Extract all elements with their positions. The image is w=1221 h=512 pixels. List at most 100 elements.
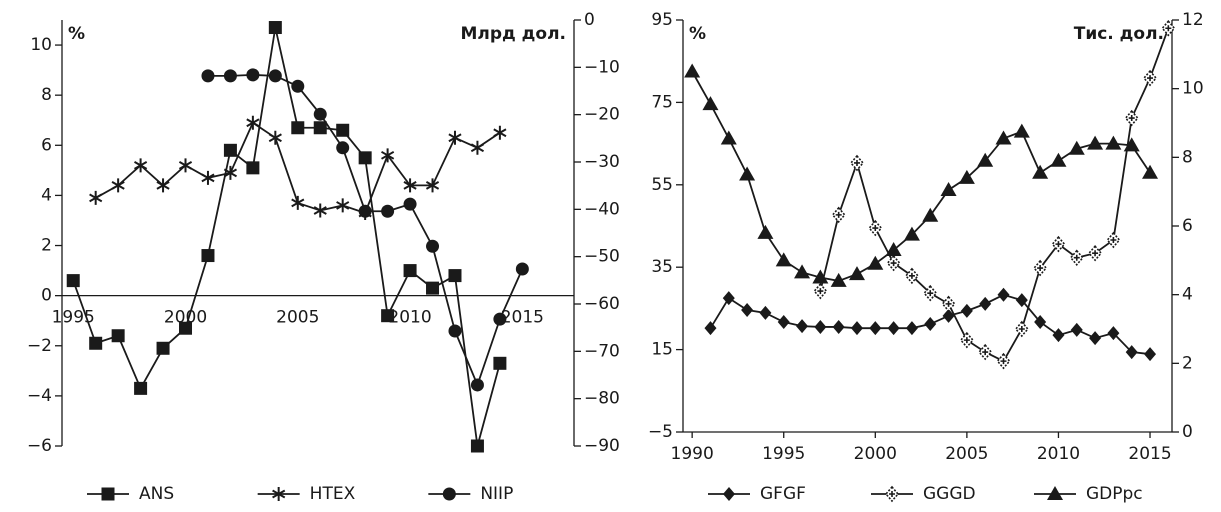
marker-shape	[905, 321, 918, 336]
marker-star	[272, 487, 286, 501]
x-tick-label: 2000	[164, 308, 207, 328]
legend-label: NIIP	[480, 484, 513, 504]
y-tick-label: 4	[41, 185, 52, 205]
marker-crossed-diamond	[978, 343, 993, 361]
marker-square	[134, 381, 148, 395]
marker-triangle	[1142, 164, 1159, 179]
marker-triangle	[812, 269, 829, 284]
marker-shape	[775, 252, 792, 267]
marker-triangle	[885, 242, 902, 257]
marker-shape	[291, 195, 305, 210]
y-tick-label: 2	[41, 236, 52, 256]
marker-square	[223, 143, 237, 157]
marker-shape	[1107, 326, 1120, 341]
marker-shape	[1034, 314, 1047, 329]
marker-star	[313, 203, 327, 218]
y2-tick-label: −70	[584, 341, 620, 361]
marker-shape	[945, 300, 952, 307]
marker-square	[358, 151, 372, 165]
marker-star	[201, 170, 215, 185]
marker-circle	[358, 204, 372, 218]
y2-tick-label: −90	[584, 436, 620, 456]
marker-shape	[426, 239, 440, 253]
marker-shape	[922, 207, 939, 222]
marker-shape	[885, 242, 902, 257]
marker-shape	[1015, 293, 1028, 308]
marker-square	[89, 336, 103, 350]
marker-shape	[448, 324, 462, 338]
marker-star	[493, 125, 507, 140]
marker-shape	[722, 291, 735, 306]
marker-crossed-diamond	[904, 267, 919, 285]
marker-circle	[403, 197, 417, 211]
marker-square	[426, 281, 440, 295]
marker-shape	[741, 303, 754, 318]
marker-shape	[223, 143, 237, 157]
marker-triangle	[867, 255, 884, 270]
marker-shape	[1032, 164, 1049, 179]
y2-tick-label: 8	[1182, 147, 1193, 167]
marker-shape	[134, 158, 148, 173]
marker-triangle	[720, 130, 737, 145]
marker-shape	[66, 274, 80, 288]
marker-circle	[442, 487, 456, 501]
y-tick-label: 55	[651, 175, 673, 195]
marker-shape	[739, 166, 756, 181]
marker-star	[448, 130, 462, 145]
marker-shape	[268, 21, 282, 35]
marker-shape	[835, 211, 842, 218]
marker-star	[223, 165, 238, 180]
marker-square	[448, 269, 462, 283]
marker-shape	[796, 319, 809, 334]
y-tick-label: 95	[651, 10, 673, 30]
marker-circle	[381, 204, 395, 218]
marker-crossed-diamond	[1088, 244, 1103, 262]
marker-shape	[470, 140, 485, 155]
marker-triangle	[1123, 137, 1140, 152]
marker-shape	[426, 281, 440, 295]
series-line	[819, 27, 1170, 363]
marker-triangle	[903, 226, 920, 241]
marker-shape	[1070, 322, 1083, 337]
marker-shape	[979, 296, 992, 311]
marker-shape	[1142, 164, 1159, 179]
marker-shape	[759, 305, 772, 320]
marker-diamond	[887, 321, 900, 336]
marker-crossed-diamond	[1069, 249, 1084, 266]
marker-shape	[867, 255, 884, 270]
marker-shape	[291, 121, 305, 135]
marker-shape	[89, 190, 103, 205]
marker-shape	[1055, 241, 1062, 248]
marker-shape	[1125, 345, 1138, 360]
marker-shape	[493, 356, 507, 370]
legend-label: ANS	[139, 484, 174, 504]
marker-diamond	[777, 314, 790, 329]
marker-shape	[313, 107, 327, 121]
marker-shape	[268, 69, 282, 83]
marker-shape	[832, 319, 845, 334]
marker-crossed-diamond	[1124, 109, 1139, 127]
marker-triangle	[922, 207, 939, 222]
y-tick-label: 35	[651, 257, 673, 277]
marker-triangle	[684, 63, 701, 78]
marker-diamond	[722, 291, 735, 306]
legend-label: GDPpc	[1086, 484, 1143, 504]
marker-diamond	[741, 303, 754, 318]
marker-shape	[403, 178, 417, 193]
marker-shape	[101, 487, 115, 501]
marker-shape	[977, 152, 994, 167]
marker-shape	[515, 262, 529, 276]
marker-diamond	[796, 319, 809, 334]
marker-diamond	[1015, 293, 1028, 308]
marker-triangle	[739, 166, 756, 181]
marker-diamond	[869, 321, 882, 336]
marker-shape	[942, 308, 955, 323]
marker-shape	[812, 269, 829, 284]
marker-square	[470, 439, 484, 453]
marker-shape	[223, 69, 237, 83]
marker-shape	[924, 317, 937, 332]
marker-shape	[890, 260, 897, 267]
marker-shape	[313, 121, 327, 135]
marker-shape	[853, 159, 860, 166]
